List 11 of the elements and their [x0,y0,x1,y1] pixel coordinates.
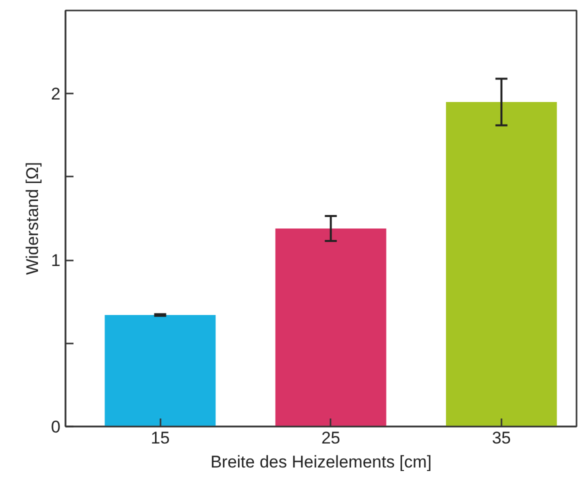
bar [446,102,557,426]
x-tick-label: 25 [321,428,340,448]
x-tick-label: 35 [492,428,511,448]
y-axis-title: Widerstand [Ω] [23,162,42,275]
y-tick-label: 1 [51,251,61,270]
y-tick-label: 0 [51,418,61,436]
x-tick-label: 15 [150,428,170,448]
x-axis-title: Breite des Heizelements [cm] [210,452,432,472]
y-tick-label: 2 [51,84,61,104]
bar [104,315,216,426]
bar [275,228,386,426]
